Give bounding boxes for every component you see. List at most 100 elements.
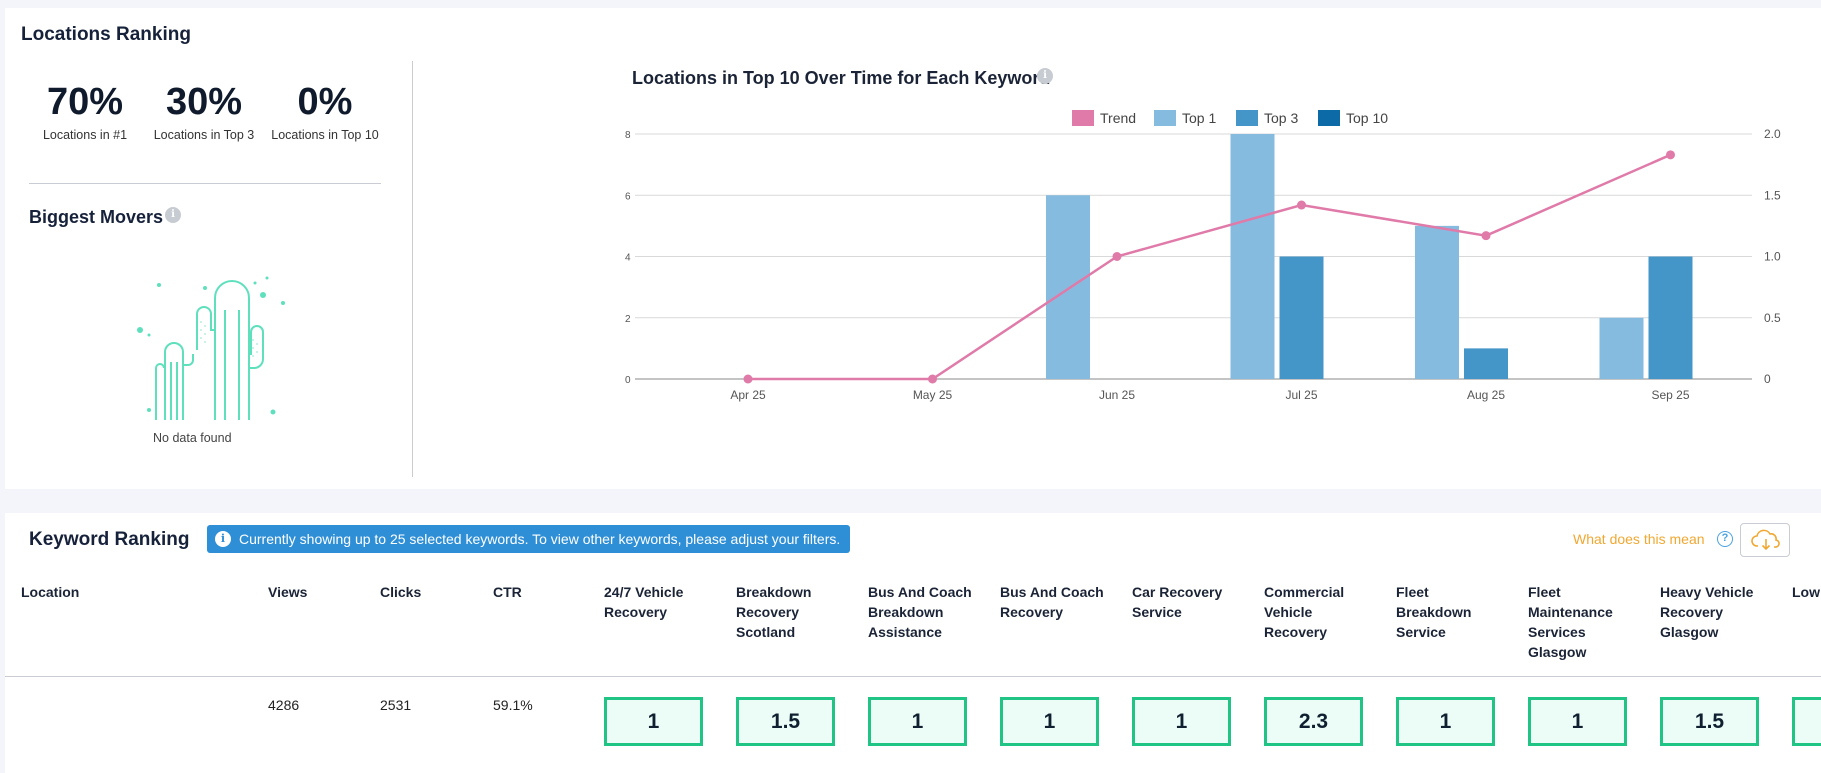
stat-locations-top10: 0% Locations in Top 10 bbox=[269, 80, 381, 142]
keyword-column-header[interactable]: Car Recovery Service bbox=[1132, 584, 1223, 620]
rank-badge[interactable]: 1 bbox=[604, 697, 703, 746]
download-button[interactable] bbox=[1740, 523, 1790, 557]
keyword-column-header[interactable]: Fleet Breakdown Service bbox=[1396, 584, 1472, 640]
rank-badge[interactable]: 1 bbox=[868, 697, 967, 746]
stat-caption: Locations in #1 bbox=[42, 128, 128, 142]
left-axis-tick-label: 8 bbox=[625, 130, 631, 141]
divider bbox=[29, 183, 381, 184]
chart-title: Locations in Top 10 Over Time for Each K… bbox=[632, 68, 1051, 88]
table-header-divider bbox=[5, 676, 1821, 677]
right-axis-tick-label: 0 bbox=[1764, 372, 1771, 386]
chart-legend: Trend Top 1 Top 3 Top 10 bbox=[1072, 110, 1388, 126]
trend-point bbox=[928, 374, 937, 384]
views-cell: 4286 bbox=[268, 697, 300, 713]
locations-ranking-panel: Locations Ranking 70% Locations in #1 30… bbox=[5, 8, 1821, 489]
left-axis-tick-label: 4 bbox=[625, 253, 631, 264]
ctr-cell: 59.1% bbox=[493, 697, 533, 713]
x-axis-tick-label: Jun 25 bbox=[1099, 388, 1135, 402]
trend-point bbox=[1666, 150, 1675, 160]
stat-locations-top3: 30% Locations in Top 3 bbox=[149, 80, 259, 142]
info-icon[interactable]: i bbox=[165, 207, 181, 223]
stat-caption: Locations in Top 3 bbox=[153, 128, 255, 142]
legend-swatch bbox=[1318, 110, 1340, 126]
chart-bars bbox=[1046, 134, 1693, 379]
rank-badge[interactable]: 1.5 bbox=[1660, 697, 1759, 746]
left-axis-tick-label: 2 bbox=[625, 314, 631, 325]
bar-top-3 bbox=[1648, 256, 1693, 379]
column-header-views[interactable]: Views bbox=[268, 584, 308, 600]
what-does-this-mean-link[interactable]: What does this mean bbox=[1573, 531, 1705, 547]
trend-point bbox=[1112, 252, 1122, 261]
top10-over-time-chart: Trend Top 1 Top 3 Top 10 0 2 4 6 8 0 0.5 1.0 1.5 2.0… bbox=[625, 110, 1781, 402]
locations-ranking-title: Locations Ranking bbox=[21, 24, 191, 45]
stat-value: 30% bbox=[165, 81, 243, 123]
rank-badge[interactable] bbox=[1792, 697, 1821, 746]
keyword-column-header[interactable]: Fleet Maintenance Services Glasgow bbox=[1528, 584, 1613, 660]
stat-locations-first: 70% Locations in #1 bbox=[35, 80, 135, 142]
bar-top-1 bbox=[1415, 225, 1459, 379]
notice-text: Currently showing up to 25 selected keyw… bbox=[239, 531, 841, 547]
bar-top-1 bbox=[1599, 317, 1644, 379]
legend-label: Top 1 bbox=[1182, 110, 1216, 126]
keyword-column-header[interactable]: Low Tra bbox=[1792, 584, 1821, 600]
legend-label: Trend bbox=[1100, 110, 1136, 126]
legend-label: Top 3 bbox=[1264, 110, 1298, 126]
right-axis-tick-label: 0.5 bbox=[1764, 311, 1781, 325]
trend-point bbox=[743, 374, 753, 384]
divider bbox=[412, 61, 413, 477]
x-axis-tick-label: Sep 25 bbox=[1651, 388, 1689, 402]
x-axis-tick-label: May 25 bbox=[913, 388, 953, 402]
left-axis-tick-label: 0 bbox=[625, 375, 631, 386]
right-axis-tick-label: 2.0 bbox=[1764, 127, 1781, 141]
keyword-ranking-title: Keyword Ranking bbox=[29, 529, 190, 550]
stat-value: 0% bbox=[297, 81, 353, 123]
keyword-column-header[interactable]: Commercial Vehicle Recovery bbox=[1264, 584, 1345, 640]
rank-badge[interactable]: 1 bbox=[1396, 697, 1495, 746]
trend-point bbox=[1481, 231, 1491, 241]
chart-grid bbox=[635, 133, 1752, 380]
trend-line bbox=[748, 153, 1672, 381]
rank-badge[interactable]: 2.3 bbox=[1264, 697, 1363, 746]
chart-trend-line bbox=[743, 150, 1675, 384]
x-axis-tick-label: Aug 25 bbox=[1467, 388, 1505, 402]
column-header-location[interactable]: Location bbox=[21, 584, 80, 600]
keyword-column-header[interactable]: Breakdown Recovery Scotland bbox=[736, 584, 812, 640]
clicks-cell: 2531 bbox=[380, 697, 412, 713]
bar-top-1 bbox=[1230, 134, 1275, 379]
cloud-download-icon bbox=[1751, 529, 1780, 551]
keyword-limit-notice: i Currently showing up to 25 selected ke… bbox=[207, 525, 851, 553]
rank-badge[interactable]: 1 bbox=[1132, 697, 1231, 746]
chart-axes: 0 2 4 6 8 0 0.5 1.0 1.5 2.0 Apr 25 May 25 Jun 25 Jul … bbox=[625, 127, 1781, 402]
rank-badge[interactable]: 1.5 bbox=[736, 697, 835, 746]
x-axis-tick-label: Jul 25 bbox=[1285, 388, 1317, 402]
legend-swatch bbox=[1236, 110, 1258, 126]
keyword-column-header[interactable]: 24/7 Vehicle Recovery bbox=[604, 584, 684, 620]
keyword-column-header[interactable]: Bus And Coach Breakdown Assistance bbox=[868, 584, 972, 640]
question-icon[interactable]: ? bbox=[1717, 531, 1733, 547]
trend-point bbox=[1297, 200, 1306, 210]
keyword-column-header[interactable]: Bus And Coach Recovery bbox=[1000, 584, 1104, 620]
legend-swatch bbox=[1072, 110, 1094, 126]
no-data-text: No data found bbox=[153, 431, 232, 445]
legend-swatch bbox=[1154, 110, 1176, 126]
keyword-ranking-panel: Keyword Ranking i Currently showing up t… bbox=[5, 513, 1821, 773]
bar-top-3 bbox=[1279, 256, 1324, 379]
rank-badge[interactable]: 1 bbox=[1528, 697, 1627, 746]
rank-badge[interactable]: 1 bbox=[1000, 697, 1099, 746]
column-header-clicks[interactable]: Clicks bbox=[380, 584, 422, 600]
right-axis-tick-label: 1.0 bbox=[1764, 250, 1781, 264]
biggest-movers-title: Biggest Movers bbox=[29, 207, 164, 227]
info-icon: i bbox=[215, 531, 231, 547]
stat-value: 70% bbox=[46, 81, 124, 123]
bar-top-1 bbox=[1046, 195, 1090, 379]
legend-label: Top 10 bbox=[1346, 110, 1388, 126]
info-icon[interactable]: i bbox=[1037, 68, 1053, 84]
keyword-column-header[interactable]: Heavy Vehicle Recovery Glasgow bbox=[1660, 584, 1754, 640]
right-axis-tick-label: 1.5 bbox=[1764, 188, 1781, 202]
left-axis-tick-label: 6 bbox=[625, 191, 631, 202]
stat-caption: Locations in Top 10 bbox=[271, 128, 379, 142]
bar-top-3 bbox=[1464, 348, 1508, 379]
x-axis-tick-label: Apr 25 bbox=[730, 388, 766, 402]
cactus-illustration-icon bbox=[137, 276, 285, 420]
column-header-ctr[interactable]: CTR bbox=[493, 584, 522, 600]
